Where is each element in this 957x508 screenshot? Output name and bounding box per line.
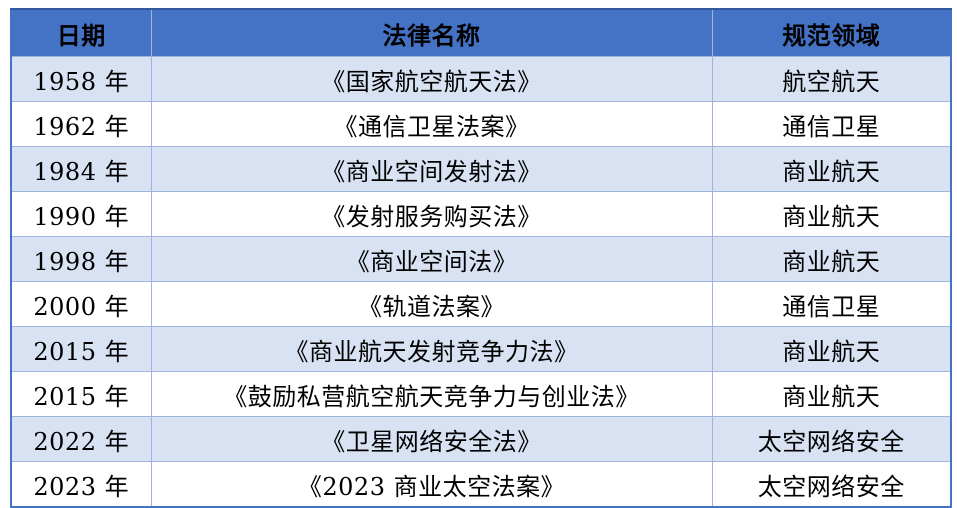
law-name-cell: 《商业空间发射法》 — [150, 146, 713, 192]
law-name-cell: 《商业空间法》 — [150, 236, 713, 282]
date-cell: 2015 年 — [10, 326, 152, 372]
law-name-cell: 《鼓励私营航空航天竞争力与创业法》 — [150, 371, 713, 417]
column-header-date: 日期 — [10, 8, 152, 57]
table-row: 2015 年《鼓励私营航空航天竞争力与创业法》 商业航天 — [10, 371, 952, 417]
law-name-cell: 《发射服务购买法》 — [150, 191, 713, 237]
law-name-cell: 《商业航天发射竞争力法》 — [150, 326, 713, 372]
law-name-cell: 《轨道法案》 — [150, 281, 713, 327]
table-row: 1962 年《通信卫星法案》 通信卫星 — [10, 101, 952, 147]
date-cell: 2015 年 — [10, 371, 152, 417]
header-row: 日期 法律名称 规范领域 — [10, 8, 952, 57]
table-row: 2015 年《商业航天发射竞争力法》 商业航天 — [10, 326, 952, 372]
field-cell: 商业航天 — [711, 191, 952, 237]
table-row: 2023 年《2023 商业太空法案》 太空网络安全 — [10, 461, 952, 508]
field-cell: 太空网络安全 — [711, 416, 952, 462]
table-row: 1984 年《商业空间发射法》 商业航天 — [10, 146, 952, 192]
date-cell: 1998 年 — [10, 236, 152, 282]
law-name-cell: 《通信卫星法案》 — [150, 101, 713, 147]
laws-table: 日期 法律名称 规范领域 1958 年《国家航空航天法》 航空航天 1962 年《通… — [10, 8, 952, 508]
law-name-cell: 《2023 商业太空法案》 — [150, 461, 713, 508]
table-body: 1958 年《国家航空航天法》 航空航天 1962 年《通信卫星法案》 通信卫星 198… — [10, 56, 952, 508]
field-cell: 通信卫星 — [711, 101, 952, 147]
date-cell: 2023 年 — [10, 461, 152, 508]
date-cell: 2022 年 — [10, 416, 152, 462]
table-row: 1998 年《商业空间法》 商业航天 — [10, 236, 952, 282]
field-cell: 商业航天 — [711, 326, 952, 372]
date-cell: 2000 年 — [10, 281, 152, 327]
field-cell: 商业航天 — [711, 236, 952, 282]
column-header-field: 规范领域 — [711, 8, 952, 57]
field-cell: 商业航天 — [711, 146, 952, 192]
table-row: 1958 年《国家航空航天法》 航空航天 — [10, 56, 952, 102]
date-cell: 1962 年 — [10, 101, 152, 147]
date-cell: 1990 年 — [10, 191, 152, 237]
column-header-law-name: 法律名称 — [150, 8, 713, 57]
table-row: 2000 年《轨道法案》 通信卫星 — [10, 281, 952, 327]
law-name-cell: 《卫星网络安全法》 — [150, 416, 713, 462]
date-cell: 1984 年 — [10, 146, 152, 192]
laws-table-container: 日期 法律名称 规范领域 1958 年《国家航空航天法》 航空航天 1962 年《通… — [10, 8, 952, 508]
table-header: 日期 法律名称 规范领域 — [10, 8, 952, 57]
table-row: 1990 年《发射服务购买法》 商业航天 — [10, 191, 952, 237]
law-name-cell: 《国家航空航天法》 — [150, 56, 713, 102]
field-cell: 太空网络安全 — [711, 461, 952, 508]
field-cell: 商业航天 — [711, 371, 952, 417]
field-cell: 航空航天 — [711, 56, 952, 102]
field-cell: 通信卫星 — [711, 281, 952, 327]
table-row: 2022 年《卫星网络安全法》 太空网络安全 — [10, 416, 952, 462]
date-cell: 1958 年 — [10, 56, 152, 102]
